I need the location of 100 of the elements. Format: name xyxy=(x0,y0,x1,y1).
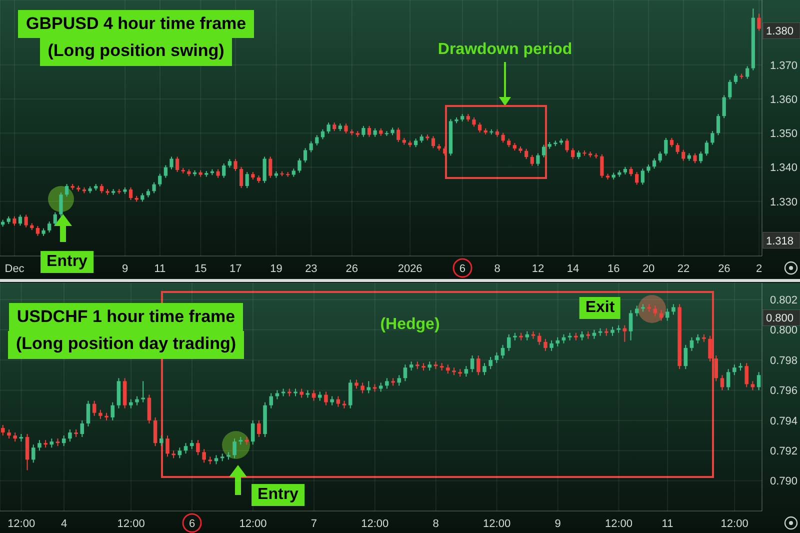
candlestick xyxy=(164,164,168,178)
x-tick-label: 11 xyxy=(154,262,166,275)
candlestick xyxy=(536,152,540,166)
candlestick xyxy=(494,352,499,364)
candlestick xyxy=(62,435,66,447)
x-tick-label: 22 xyxy=(677,262,690,275)
candlestick xyxy=(653,305,658,317)
candlestick xyxy=(652,158,656,170)
candlestick xyxy=(362,125,366,138)
candlestick xyxy=(640,168,644,186)
candlestick xyxy=(397,374,402,386)
candlestick xyxy=(48,221,52,233)
candlestick xyxy=(64,183,69,198)
candlestick xyxy=(262,156,266,184)
candlestick xyxy=(50,438,54,448)
candlestick xyxy=(214,454,218,465)
candlestick xyxy=(222,163,226,178)
candlestick xyxy=(100,183,104,194)
candlestick xyxy=(562,334,566,344)
candlestick xyxy=(378,382,383,392)
x-tick-label: 6 xyxy=(188,518,196,530)
candlestick xyxy=(303,148,308,163)
candlestick xyxy=(92,400,96,416)
candlestick xyxy=(696,334,700,344)
y-tick-label: 0.798 xyxy=(770,354,798,367)
candlestick xyxy=(184,442,188,454)
candlestick xyxy=(366,380,371,394)
y-tick-label: 0.792 xyxy=(770,446,798,458)
x-tick-label: Dec xyxy=(4,262,25,275)
candlestick xyxy=(716,114,720,136)
candlestick xyxy=(446,364,450,374)
candlestick xyxy=(110,402,115,421)
candlestick xyxy=(726,368,730,391)
y-tick-label: 1.340 xyxy=(770,162,798,174)
y-tick-label: 0.796 xyxy=(770,385,798,398)
candlestick xyxy=(320,128,325,140)
annotation: Exit xyxy=(579,297,621,319)
x-tick-label: 8 xyxy=(432,518,439,530)
candlestick xyxy=(98,409,102,420)
candlestick xyxy=(158,173,162,187)
x-tick-label: 12:00 xyxy=(720,518,748,530)
candlestick xyxy=(600,154,604,178)
candlestick xyxy=(190,440,194,450)
candlestick xyxy=(756,372,761,391)
y-tick-label: 0.790 xyxy=(770,476,798,488)
candlestick xyxy=(478,122,482,133)
y-tick-label: 1.330 xyxy=(770,196,798,208)
candlestick xyxy=(336,396,340,408)
x-tick-label: 7 xyxy=(310,518,318,530)
x-tick-label: 17 xyxy=(229,262,242,275)
candlestick xyxy=(232,438,236,459)
candlestick xyxy=(556,336,560,347)
candlestick xyxy=(470,354,474,373)
x-tick-label: 6 xyxy=(459,262,466,275)
candlestick xyxy=(18,214,22,226)
candlestick xyxy=(135,396,139,406)
candlestick xyxy=(53,212,57,226)
candlestick xyxy=(500,344,505,359)
candlestick xyxy=(129,398,133,409)
x-tick-label: 9 xyxy=(122,262,128,275)
candlestick xyxy=(431,136,436,149)
x-tick-label: 12:00 xyxy=(361,518,389,530)
candlestick xyxy=(128,186,133,201)
candlestick xyxy=(550,340,554,352)
x-tick-label: 20 xyxy=(642,262,655,275)
candlestick xyxy=(25,433,30,471)
candlestick xyxy=(580,330,584,341)
candlestick xyxy=(80,420,84,438)
candlestick xyxy=(684,344,688,370)
candlestick xyxy=(68,428,72,442)
candlestick xyxy=(665,308,670,322)
candlestick xyxy=(7,428,11,440)
candlestick xyxy=(59,192,63,217)
text: USDCHF 1 hour time frame xyxy=(8,303,244,331)
candlestick xyxy=(565,138,569,153)
candlestick xyxy=(732,364,736,376)
x-tick-label: 11 xyxy=(662,518,674,530)
annotation: 1.318 xyxy=(766,235,794,248)
candlestick xyxy=(757,13,761,32)
candlestick xyxy=(530,154,534,166)
candlestick xyxy=(141,380,145,403)
candlestick xyxy=(699,151,703,164)
x-tick-label: 12 xyxy=(532,262,544,275)
candlestick xyxy=(476,354,480,376)
candlestick xyxy=(12,216,16,226)
candlestick xyxy=(153,416,158,447)
candlestick xyxy=(501,132,505,144)
candlestick xyxy=(257,420,261,438)
x-tick-label: 12:00 xyxy=(117,518,145,530)
candlestick xyxy=(176,156,180,173)
x-tick-label: 9 xyxy=(554,518,561,530)
candlestick xyxy=(690,336,694,352)
candlestick xyxy=(152,182,156,194)
candlestick xyxy=(178,447,182,459)
candlestick xyxy=(744,362,748,388)
candlestick xyxy=(720,374,724,391)
candlestick xyxy=(1,424,5,436)
x-tick-label: 26 xyxy=(718,262,730,275)
candlestick xyxy=(693,152,697,164)
candlestick xyxy=(326,122,330,134)
